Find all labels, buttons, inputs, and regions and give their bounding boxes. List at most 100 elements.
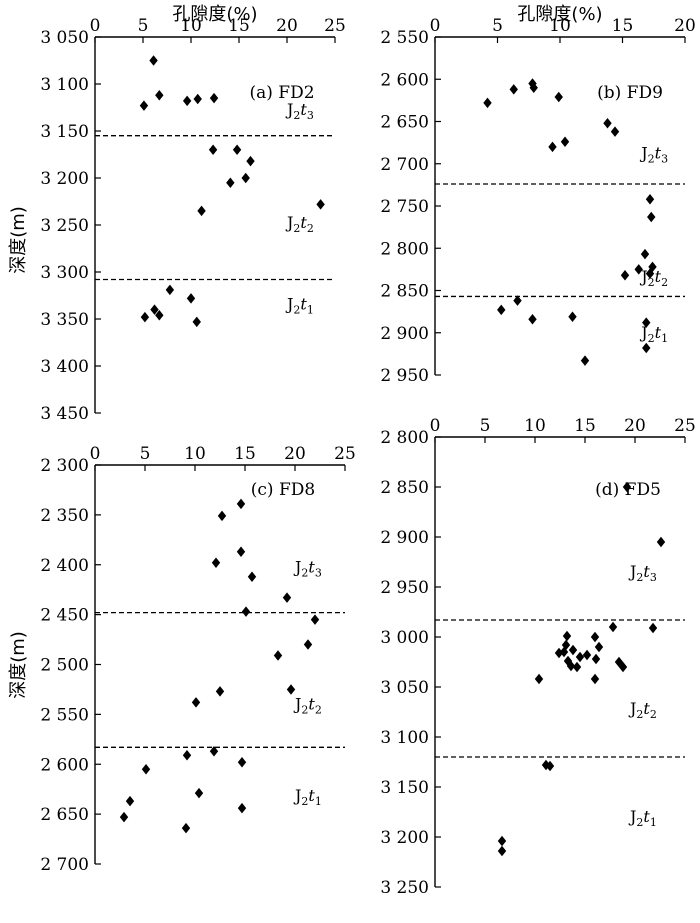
y-tick-label: 2 600	[40, 755, 89, 775]
strat-unit-label: J2t1	[285, 295, 314, 317]
data-point	[236, 546, 246, 558]
y-tick-label: 2 900	[380, 528, 429, 548]
data-point	[528, 313, 537, 325]
data-point	[548, 141, 557, 153]
x-tick-label: 5	[492, 16, 503, 36]
strat-unit-label: J2t2	[285, 213, 314, 235]
data-point	[217, 510, 227, 522]
x-tick-label: 20	[284, 444, 306, 464]
x-tick-label: 10	[549, 16, 571, 36]
data-point	[273, 650, 283, 661]
data-point	[497, 835, 507, 847]
x-tick-label: 25	[674, 416, 696, 436]
data-point	[560, 136, 570, 148]
data-point	[125, 795, 135, 807]
data-point	[186, 293, 196, 304]
data-point	[182, 750, 192, 761]
y-axis-title: 深度(m)	[8, 206, 29, 274]
data-point	[513, 295, 522, 306]
panel-title: (a) FD2	[249, 83, 314, 103]
data-point	[197, 205, 206, 217]
y-tick-label: 3 050	[40, 28, 89, 48]
strat-unit-label: J2t3	[639, 144, 668, 166]
data-point	[562, 630, 572, 642]
data-point	[141, 763, 151, 775]
data-point	[529, 82, 538, 93]
y-tick-label: 3 000	[380, 628, 429, 648]
data-point	[236, 498, 246, 510]
x-tick-label: 0	[430, 416, 441, 436]
data-point	[509, 84, 518, 95]
x-tick-label: 5	[480, 416, 491, 436]
data-point	[119, 811, 129, 823]
strat-unit-label: J2t1	[639, 323, 668, 345]
y-tick-label: 2 800	[380, 239, 429, 259]
x-tick-label: 20	[624, 416, 646, 436]
data-point	[554, 647, 564, 659]
data-point	[566, 660, 576, 672]
y-tick-label: 3 150	[380, 778, 429, 798]
data-point	[316, 199, 325, 210]
x-tick-label: 15	[234, 444, 256, 464]
y-tick-label: 3 450	[40, 404, 89, 424]
data-point	[241, 172, 250, 184]
y-tick-label: 2 900	[380, 324, 429, 344]
y-tick-label: 2 800	[380, 428, 429, 448]
data-point	[181, 822, 191, 834]
y-tick-label: 2 350	[40, 506, 89, 526]
data-point	[140, 311, 150, 323]
data-point	[208, 144, 218, 156]
x-tick-label: 15	[574, 416, 596, 436]
y-tick-label: 3 200	[380, 828, 429, 848]
data-point	[642, 342, 651, 354]
panel-b: 0 5 10 15 20 2 550 2 600 2 650 2 700 2 750 2 800 2 …	[380, 4, 695, 386]
data-point	[534, 673, 544, 685]
y-tick-label: 3 350	[40, 310, 89, 330]
strat-unit-label: J2t1	[628, 807, 657, 829]
data-point	[645, 268, 655, 279]
y-tick-label: 2 750	[380, 197, 429, 217]
panel-title: (b) FD9	[597, 83, 663, 103]
data-point	[645, 193, 655, 205]
y-tick-label: 2 450	[40, 606, 89, 626]
data-point	[648, 622, 658, 634]
x-tick-label: 0	[90, 444, 101, 464]
x-axis-title: 孔隙度(%)	[517, 4, 602, 25]
data-point	[580, 355, 590, 366]
y-tick-label: 2 400	[40, 556, 89, 576]
data-point	[193, 93, 202, 105]
data-point	[656, 536, 666, 548]
data-point	[155, 90, 164, 101]
data-point	[642, 317, 651, 328]
data-point	[634, 264, 643, 275]
y-tick-label: 3 250	[380, 878, 429, 898]
data-point	[226, 177, 235, 188]
y-tick-label: 2 850	[380, 282, 429, 302]
data-point	[241, 606, 251, 617]
panel-title: (d) FD5	[595, 480, 661, 500]
y-tick-label: 2 550	[40, 705, 89, 725]
x-tick-label: 15	[228, 16, 250, 36]
data-point	[594, 641, 604, 653]
data-point	[282, 592, 292, 603]
data-point	[211, 557, 221, 569]
strat-unit-label: J2t1	[293, 786, 322, 808]
x-tick-label: 10	[524, 416, 546, 436]
data-point	[608, 621, 618, 633]
data-point	[165, 284, 175, 296]
data-point	[303, 639, 313, 650]
data-point	[568, 311, 577, 322]
data-point	[215, 686, 225, 697]
data-point	[618, 661, 628, 673]
y-tick-label: 2 650	[380, 113, 429, 133]
data-point	[575, 651, 585, 663]
data-point	[620, 270, 630, 281]
y-tick-label: 3 150	[40, 122, 89, 142]
strat-unit-label: J2t2	[639, 267, 668, 289]
data-point	[590, 631, 600, 643]
data-point	[483, 97, 492, 109]
data-point	[572, 661, 582, 673]
panel-a: 0 5 10 15 20 25 3 050 3 100 3 150 3 200 3 250 3 300…	[40, 4, 345, 424]
data-point	[497, 845, 507, 857]
y-tick-label: 3 200	[40, 169, 89, 189]
